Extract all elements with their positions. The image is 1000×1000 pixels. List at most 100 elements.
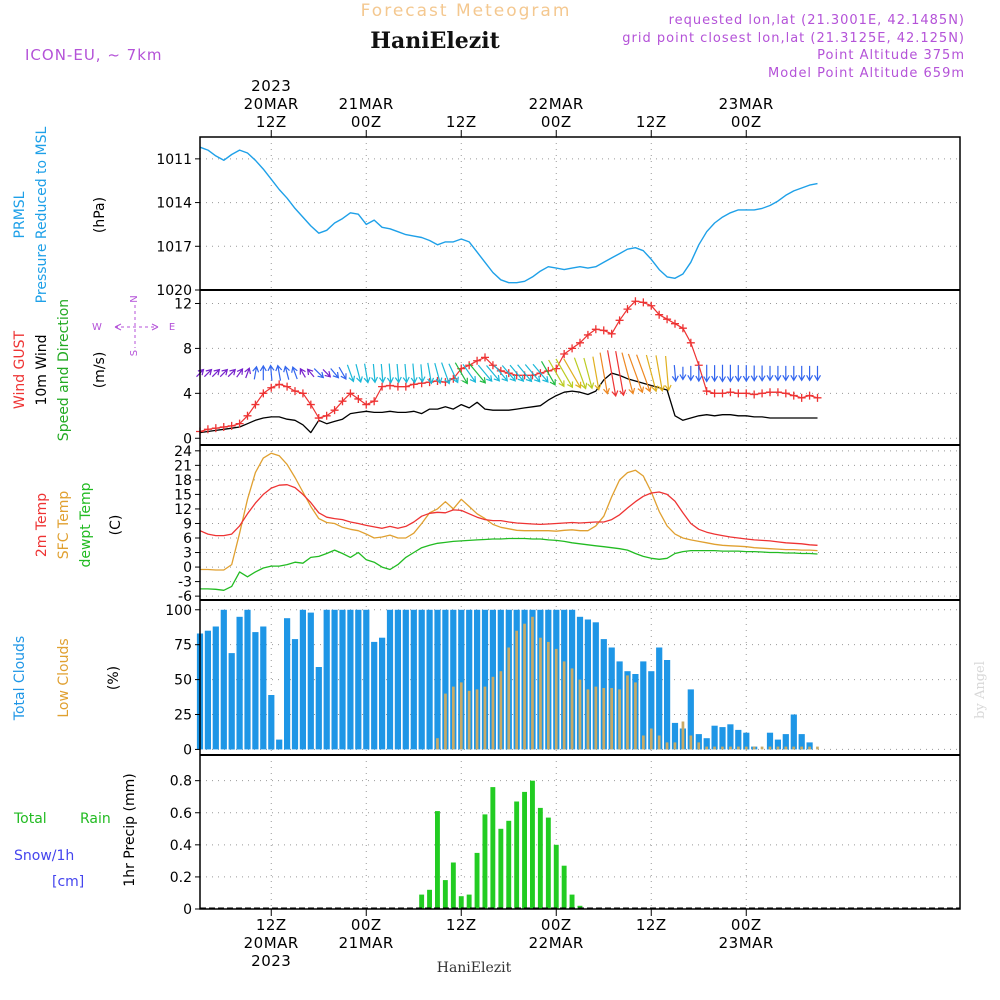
wind-direction-arrow — [275, 364, 283, 381]
rain-bar — [561, 865, 567, 909]
wind-direction-arrow — [532, 363, 549, 383]
total-clouds-bar — [434, 609, 441, 750]
wind-gust-marker — [488, 361, 497, 370]
wind-direction-arrow — [211, 368, 221, 378]
wind-gust-marker — [583, 330, 592, 339]
wind-direction-arrow — [540, 361, 556, 386]
wind-direction-arrow — [219, 368, 229, 378]
wind-direction-arrow — [573, 357, 588, 390]
x-tick-label-bottom: 23MAR — [719, 934, 774, 952]
low-clouds-bar — [467, 690, 471, 750]
y-tick-label: 100 — [165, 603, 192, 619]
wind-gust-marker — [678, 324, 687, 333]
total-clouds-bar — [481, 609, 489, 750]
wind-gust-marker — [639, 298, 648, 307]
wind-gust-marker — [235, 419, 244, 428]
wind-direction-arrow — [252, 365, 260, 380]
wind-gust-marker — [663, 315, 672, 324]
wind-gust-marker — [671, 319, 679, 328]
wind-direction-arrow — [283, 365, 290, 380]
total-clouds-bar — [806, 742, 813, 750]
rain-bar — [537, 807, 543, 909]
sfc-temp-line — [200, 452, 818, 571]
low-clouds-bar — [491, 676, 495, 750]
total-clouds-bar — [640, 661, 647, 750]
wind-compass-icon: N S W E — [92, 295, 175, 356]
wind-direction-arrow — [679, 366, 687, 381]
precip-snow-unit: [cm] — [52, 874, 84, 890]
wind-direction-arrow — [371, 363, 379, 384]
low-clouds-bar — [452, 686, 455, 750]
x-tick-label-bottom: 00Z — [731, 916, 762, 934]
x-tick-label-top: 23MAR — [719, 95, 774, 113]
total-clouds-bar — [299, 609, 306, 750]
total-clouds-bar — [466, 609, 473, 750]
wind-gust-marker — [710, 389, 719, 398]
x-tick-label-top: 21MAR — [339, 95, 394, 113]
total-clouds-bar — [687, 689, 694, 750]
wind-gust-marker — [362, 400, 371, 409]
wind-direction-arrow — [454, 362, 468, 385]
y-tick-label: 4 — [183, 386, 192, 402]
rain-bar — [482, 814, 488, 909]
y-tick-label: 21 — [174, 458, 192, 474]
wind-direction-arrow — [402, 363, 410, 384]
wind-gust-marker — [647, 301, 656, 310]
watermark: by Angel — [973, 661, 988, 719]
wind-unit: (m/s) — [92, 352, 108, 389]
x-tick-label-top: 12Z — [256, 113, 287, 131]
y-tick-label: 6 — [183, 531, 192, 547]
wind-direction-arrow — [671, 365, 679, 383]
total-clouds-bar — [474, 609, 481, 750]
low-clouds-bar — [673, 742, 677, 750]
pressure-line — [199, 146, 818, 284]
wind-gust-marker — [766, 388, 774, 397]
wind-direction-arrow — [434, 362, 443, 385]
wind-direction-arrow — [509, 364, 525, 382]
wind-gust-marker — [758, 389, 767, 398]
total-clouds-bar — [798, 734, 805, 750]
y-tick-label: 1017 — [156, 239, 192, 255]
total-clouds-bar — [363, 609, 370, 750]
rain-bar — [498, 828, 504, 909]
wind-direction-arrow — [259, 364, 267, 381]
low-clouds-bar — [768, 746, 772, 750]
wind-direction-arrow — [203, 368, 213, 378]
x-tick-label-top: 00Z — [731, 113, 762, 131]
wind-gust-marker — [591, 325, 600, 334]
2m-temp-line — [199, 484, 818, 546]
total-clouds-bar — [790, 714, 797, 750]
low-clouds-bar — [634, 682, 637, 750]
wind-direction-arrow — [236, 368, 244, 378]
x-tick-label-bottom: 2023 — [251, 952, 291, 970]
wind-direction-arrow — [627, 353, 645, 394]
low-clouds-bar — [515, 630, 518, 750]
wind-gust-marker — [338, 397, 347, 406]
y-tick-label: 12 — [174, 296, 192, 312]
wind-direction-arrow — [379, 363, 386, 384]
wind-gust-marker — [211, 424, 220, 433]
total-clouds-bar — [727, 724, 734, 750]
pressure-label-prmsl: PRMSL — [12, 191, 28, 238]
low-clouds-bar — [697, 742, 701, 750]
total-clouds-bar — [711, 725, 718, 750]
wind-direction-arrow — [766, 365, 774, 382]
total-clouds-bar — [307, 612, 314, 750]
total-clouds-bar — [212, 626, 219, 750]
total-clouds-bar — [584, 619, 591, 750]
total-clouds-bar — [331, 609, 338, 750]
wind-gust-marker — [354, 394, 363, 403]
wind-direction-arrow — [267, 364, 275, 381]
total-clouds-label: Total Clouds — [12, 636, 28, 721]
low-clouds-bar — [459, 682, 463, 750]
total-clouds-bar — [735, 729, 742, 750]
y-tick-label: -3 — [178, 575, 192, 591]
wind-direction-arrow — [468, 362, 487, 384]
wind-direction-arrow — [244, 367, 251, 379]
wind-direction-arrow — [524, 364, 541, 383]
wind-direction-arrow — [306, 368, 315, 378]
low-clouds-bar — [665, 742, 669, 750]
total-clouds-bar — [394, 609, 401, 750]
y-tick-label: 9 — [183, 516, 192, 532]
y-tick-label: 15 — [174, 487, 192, 503]
